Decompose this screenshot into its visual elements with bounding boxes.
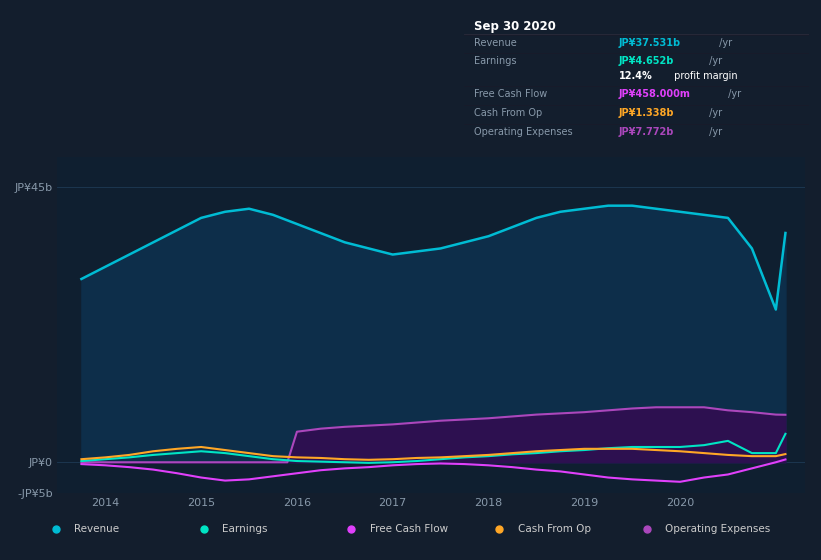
Text: profit margin: profit margin (671, 71, 737, 81)
Text: Operating Expenses: Operating Expenses (475, 127, 573, 137)
Text: 12.4%: 12.4% (619, 71, 653, 81)
Text: JP¥7.772b: JP¥7.772b (619, 127, 674, 137)
Text: /yr: /yr (706, 56, 722, 66)
Text: Revenue: Revenue (75, 524, 119, 534)
Text: /yr: /yr (725, 88, 741, 99)
Text: JP¥4.652b: JP¥4.652b (619, 56, 674, 66)
Text: /yr: /yr (706, 108, 722, 118)
Text: Cash From Op: Cash From Op (518, 524, 590, 534)
Text: /yr: /yr (716, 38, 732, 48)
Text: JP¥37.531b: JP¥37.531b (619, 38, 681, 48)
Text: Free Cash Flow: Free Cash Flow (370, 524, 448, 534)
Text: Operating Expenses: Operating Expenses (666, 524, 771, 534)
Text: Free Cash Flow: Free Cash Flow (475, 88, 548, 99)
Text: Cash From Op: Cash From Op (475, 108, 543, 118)
Text: /yr: /yr (706, 127, 722, 137)
Text: Sep 30 2020: Sep 30 2020 (475, 20, 556, 33)
Text: Revenue: Revenue (475, 38, 517, 48)
Text: JP¥458.000m: JP¥458.000m (619, 88, 691, 99)
Text: Earnings: Earnings (222, 524, 268, 534)
Text: Earnings: Earnings (475, 56, 516, 66)
Text: JP¥1.338b: JP¥1.338b (619, 108, 675, 118)
